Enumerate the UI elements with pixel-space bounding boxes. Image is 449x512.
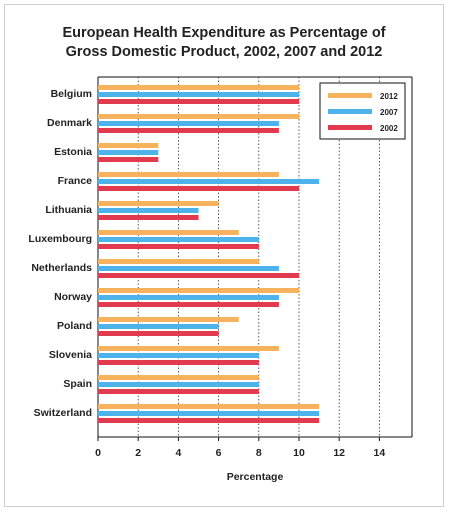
bar-france-2007 <box>98 179 320 184</box>
legend-label-2007: 2007 <box>380 108 398 117</box>
bar-switzerland-2012 <box>98 404 320 409</box>
bar-spain-2012 <box>98 375 259 380</box>
x-tick-label-2: 2 <box>135 447 141 459</box>
legend: 2012 2007 2002 <box>319 82 406 140</box>
bar-lithuania-2002 <box>98 215 199 220</box>
bar-estonia-2007 <box>98 150 159 155</box>
legend-swatch-2007 <box>328 109 372 114</box>
legend-swatch-2012 <box>328 93 372 98</box>
category-label-slovenia: Slovenia <box>49 349 92 361</box>
category-label-switzerland: Switzerland <box>34 407 92 419</box>
category-label-poland: Poland <box>57 320 92 332</box>
bar-slovenia-2007 <box>98 353 259 358</box>
x-tick-label-6: 6 <box>216 447 222 459</box>
bar-belgium-2012 <box>98 85 299 90</box>
bar-slovenia-2002 <box>98 360 259 365</box>
category-label-france: France <box>58 175 93 187</box>
bar-estonia-2002 <box>98 157 159 162</box>
x-tick-label-8: 8 <box>256 447 262 459</box>
bar-switzerland-2007 <box>98 411 320 416</box>
bar-france-2012 <box>98 172 279 177</box>
bar-slovenia-2012 <box>98 346 279 351</box>
bar-netherlands-2012 <box>98 259 259 264</box>
bar-poland-2012 <box>98 317 239 322</box>
legend-label-2002: 2002 <box>380 124 398 133</box>
bar-france-2002 <box>98 186 299 191</box>
bar-poland-2007 <box>98 324 219 329</box>
tick-labels: 0 2 4 6 8 10 12 14 <box>95 447 385 459</box>
category-label-netherlands: Netherlands <box>31 262 92 274</box>
category-label-lithuania: Lithuania <box>45 204 92 216</box>
chart-title-line-1: European Health Expenditure as Percentag… <box>62 25 385 41</box>
category-label-belgium: Belgium <box>51 88 92 100</box>
x-tick-label-4: 4 <box>175 447 181 459</box>
category-label-estonia: Estonia <box>54 146 92 158</box>
bar-belgium-2002 <box>98 99 299 104</box>
bars <box>98 85 320 423</box>
category-labels: Belgium Denmark Estonia France Lithuania Luxe… <box>28 88 92 419</box>
x-tick-label-0: 0 <box>95 447 101 459</box>
x-tick-label-10: 10 <box>293 447 305 459</box>
bar-estonia-2012 <box>98 143 159 148</box>
bar-denmark-2002 <box>98 128 279 133</box>
category-label-denmark: Denmark <box>47 117 92 129</box>
bar-norway-2002 <box>98 302 279 307</box>
x-axis-label: Percentage <box>227 471 284 483</box>
legend-label-2012: 2012 <box>380 92 398 101</box>
bar-norway-2007 <box>98 295 279 300</box>
category-label-luxembourg: Luxembourg <box>28 233 92 245</box>
bar-netherlands-2002 <box>98 273 299 278</box>
bar-switzerland-2002 <box>98 418 320 423</box>
x-tick-label-12: 12 <box>333 447 345 459</box>
bar-luxembourg-2012 <box>98 230 239 235</box>
bar-lithuania-2007 <box>98 208 199 213</box>
bar-poland-2002 <box>98 331 219 336</box>
bar-luxembourg-2007 <box>98 237 259 242</box>
bar-netherlands-2007 <box>98 266 279 271</box>
bar-luxembourg-2002 <box>98 244 259 249</box>
x-tick-label-14: 14 <box>374 447 386 459</box>
bar-spain-2007 <box>98 382 259 387</box>
legend-swatch-2002 <box>328 125 372 130</box>
category-label-norway: Norway <box>54 291 92 303</box>
bar-belgium-2007 <box>98 92 299 97</box>
bar-denmark-2007 <box>98 121 279 126</box>
bar-norway-2012 <box>98 288 299 293</box>
bar-spain-2002 <box>98 389 259 394</box>
chart-title-line-2: Gross Domestic Product, 2002, 2007 and 2… <box>66 44 383 60</box>
category-label-spain: Spain <box>63 378 92 390</box>
bar-denmark-2012 <box>98 114 299 119</box>
bar-lithuania-2012 <box>98 201 219 206</box>
